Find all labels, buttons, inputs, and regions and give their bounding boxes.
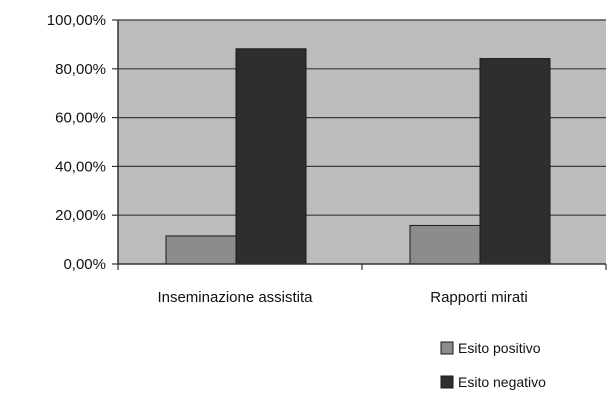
legend: Esito positivo Esito negativo: [430, 335, 606, 404]
y-axis-ticks: 0,00% 20,00% 40,00% 60,00% 80,00% 100,00%: [47, 12, 118, 273]
y-tick-label: 80,00%: [55, 61, 106, 78]
y-tick-label: 0,00%: [63, 256, 106, 273]
legend-box: [430, 335, 606, 404]
bars: [165, 48, 551, 265]
x-category-label: Rapporti mirati: [430, 289, 528, 306]
legend-label: Esito positivo: [458, 340, 541, 356]
y-tick-label: 100,00%: [47, 12, 106, 29]
y-tick-label: 20,00%: [55, 207, 106, 224]
y-tick-label: 60,00%: [55, 110, 106, 127]
bar-esito-positivo-2: [409, 224, 481, 265]
bar-esito-negativo-1: [235, 48, 307, 265]
bar-esito-positivo-1: [165, 235, 237, 265]
legend-swatch: [440, 375, 454, 389]
y-tick-label: 40,00%: [55, 158, 106, 175]
legend-label: Esito negativo: [458, 374, 546, 390]
x-category-label: Inseminazione assistita: [157, 289, 313, 306]
x-axis-ticks: Inseminazione assistita Rapporti mirati: [117, 264, 607, 306]
bar-esito-negativo-2: [479, 58, 551, 265]
legend-swatch: [440, 341, 454, 355]
